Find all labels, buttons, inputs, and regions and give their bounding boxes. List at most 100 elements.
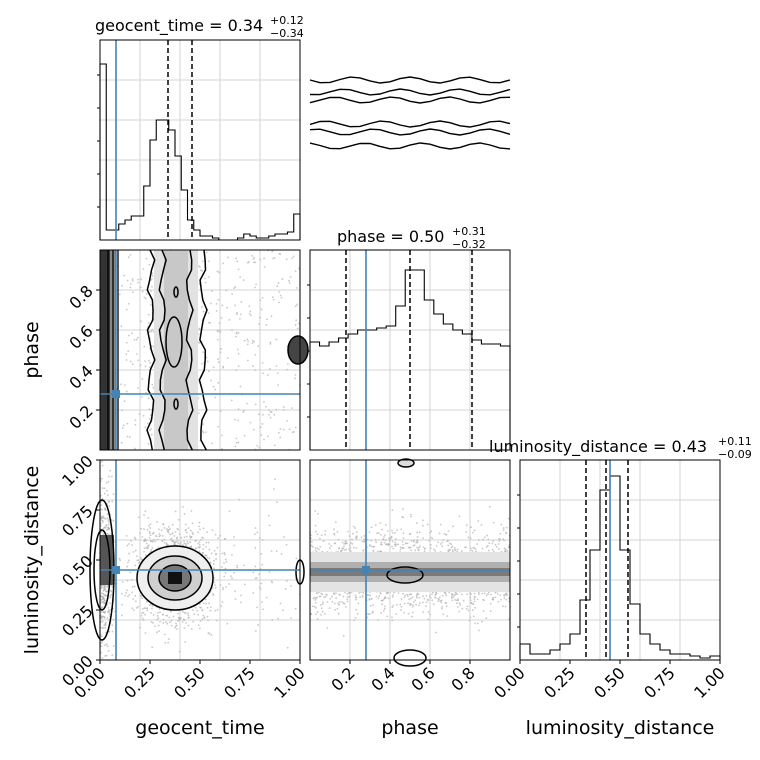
panel-luminosity-distance-vs-phase-point [485, 617, 488, 620]
panel-luminosity-distance-vs-phase-point [410, 593, 413, 596]
panel-phase-vs-geocent-time-point [236, 260, 239, 263]
panel-luminosity-distance-vs-phase-point [474, 596, 477, 598]
panel-phase-vs-geocent-time-point [217, 298, 220, 301]
panel-luminosity-distance-vs-geocent-time-point [187, 614, 190, 617]
panel-luminosity-distance-vs-phase-point [348, 548, 350, 550]
panel-luminosity-distance-vs-phase-point [414, 599, 417, 602]
panel-luminosity-distance-vs-geocent-time-point [185, 531, 188, 534]
panel-phase-vs-geocent-time-point [127, 256, 130, 259]
panel-phase-vs-geocent-time-point [215, 310, 218, 312]
panel-phase-vs-geocent-time-point [267, 435, 269, 438]
panel-luminosity-distance-vs-geocent-time-point [203, 617, 206, 619]
panel-luminosity-distance-vs-geocent-time-point [155, 535, 158, 538]
panel-luminosity-distance-vs-phase-point [494, 596, 497, 599]
panel-phase-vs-geocent-time-point [212, 366, 215, 369]
panel-luminosity-distance-vs-geocent-time-point [136, 555, 138, 558]
panel-phase-vs-geocent-time-point [249, 421, 252, 424]
panel-phase-vs-geocent-time-point [151, 285, 153, 288]
panel-phase-vs-geocent-time-point [132, 291, 134, 294]
panel-luminosity-distance-vs-geocent-time-point [166, 529, 169, 532]
panel-luminosity-distance-vs-phase-point [409, 604, 412, 607]
panel-luminosity-distance-vs-phase-point [459, 603, 462, 606]
panel-luminosity-distance-vs-geocent-time-point [154, 625, 156, 628]
panel-luminosity-distance-vs-geocent-time-point [132, 550, 135, 553]
panel-luminosity-distance-vs-phase-point [368, 613, 371, 615]
panel-phase-vs-geocent-time-point [219, 331, 222, 334]
panel-phase-vs-geocent-time-point [207, 370, 210, 373]
panel-luminosity-distance-vs-geocent-time-point [162, 618, 165, 621]
panel-luminosity-distance-vs-geocent-time-point [267, 514, 270, 517]
panel-luminosity-distance-vs-phase-point [472, 615, 475, 618]
panel-luminosity-distance-vs-geocent-time-point [190, 545, 192, 548]
panel-luminosity-distance-vs-phase-point [392, 604, 395, 607]
panel-luminosity-distance-vs-phase-point [400, 606, 403, 608]
panel-phase-vs-geocent-time-point [292, 255, 295, 258]
panel-luminosity-distance-vs-phase-point [472, 546, 475, 549]
panel-luminosity-distance-vs-geocent-time-point [199, 539, 202, 541]
panel-luminosity-distance-vs-geocent-time-point [129, 571, 132, 574]
panel-phase-vs-geocent-time-point [291, 257, 294, 260]
panel-phase-vs-geocent-time-point [295, 286, 298, 289]
panel-phase-vs-geocent-time-point [134, 419, 137, 422]
panel-luminosity-distance-vs-phase-point [466, 593, 468, 596]
panel-luminosity-distance-vs-phase-point [429, 531, 432, 534]
panel-luminosity-distance-vs-geocent-time-point [105, 654, 108, 657]
panel-phase-vs-geocent-time-point [277, 431, 280, 434]
panel-luminosity-distance-vs-phase-point [450, 595, 453, 598]
panel-phase-vs-geocent-time-point [279, 428, 282, 430]
panel-phase-vs-geocent-time-point [144, 426, 147, 429]
panel-phase-vs-geocent-time-point [150, 278, 153, 281]
panel-phase-vs-geocent-time-point [207, 260, 210, 263]
panel-luminosity-distance-vs-phase-point [445, 594, 448, 597]
panel-luminosity-distance-vs-geocent-time-point [131, 607, 134, 610]
panel-luminosity-distance-vs-geocent-time-point [111, 585, 113, 587]
panel-luminosity-distance-vs-geocent-time-point [222, 588, 225, 591]
panel-luminosity-distance-vs-phase-point [343, 543, 346, 545]
panel-luminosity-distance-vs-geocent-time-point [169, 538, 172, 541]
panel-phase-vs-geocent-time-point [235, 331, 238, 334]
panel-luminosity-distance-vs-geocent-time-point [135, 606, 138, 609]
panel-phase-vs-geocent-time-point [280, 296, 283, 299]
panel-luminosity-distance-vs-geocent-time-point [167, 525, 170, 528]
panel-luminosity-distance-vs-phase-point [374, 538, 377, 541]
panel-luminosity-distance-vs-geocent-time-point [190, 510, 193, 512]
panel-luminosity-distance-vs-geocent-time-point [173, 541, 176, 544]
panel-luminosity-distance-vs-geocent-time-point [175, 622, 177, 625]
panel-luminosity-distance-vs-geocent-time-point [150, 611, 152, 614]
panel-luminosity-distance-vs-geocent-time-point [201, 618, 204, 620]
panel-luminosity-distance-vs-phase-point [416, 535, 419, 538]
panel-luminosity-distance-vs-phase-point [400, 598, 403, 601]
panel-luminosity-distance-vs-geocent-time-point [281, 609, 284, 612]
panel-luminosity-distance-vs-geocent-time-point [107, 480, 110, 483]
panel-luminosity-distance-vs-geocent-time-point [162, 613, 164, 616]
panel-luminosity-distance-vs-phase-point [469, 616, 472, 619]
panel-luminosity-distance-vs-phase-point [342, 634, 345, 637]
panel-phase-vs-geocent-time-point [235, 335, 237, 338]
panel-luminosity-distance-vs-phase-point [337, 602, 340, 605]
panel-luminosity-distance-vs-geocent-time-point [196, 609, 199, 612]
panel-luminosity-distance-vs-geocent-time-point [202, 614, 205, 617]
panel-luminosity-distance-vs-phase-point [355, 598, 357, 601]
panel-luminosity-distance-vs-geocent-time-point [169, 533, 171, 536]
panel-luminosity-distance-vs-phase-point [465, 607, 468, 610]
panel-luminosity-distance-vs-phase-point [402, 543, 405, 546]
panel-luminosity-distance-vs-geocent-time-point [101, 460, 103, 463]
panel-luminosity-distance-vs-geocent-time-point [191, 522, 194, 525]
panel-phase-vs-geocent-time-point [215, 303, 218, 305]
panel-luminosity-distance-vs-phase-point [391, 595, 394, 598]
panel-luminosity-distance-vs-phase-point [409, 513, 412, 516]
panel-luminosity-distance-vs-phase-point [367, 613, 370, 616]
panel-luminosity-distance-vs-geocent-time-point [134, 594, 137, 597]
panel-luminosity-distance-vs-geocent-time-point [107, 523, 110, 526]
panel-luminosity-distance-vs-phase-point [438, 598, 440, 601]
panel-luminosity-distance-vs-geocent-time-density-edge [100, 535, 114, 585]
panel-luminosity-distance-vs-geocent-time-point [233, 590, 236, 593]
panel-luminosity-distance-vs-geocent-time-point [230, 554, 233, 556]
panel-luminosity-distance-vs-phase-point [318, 548, 320, 551]
panel-luminosity-distance-vs-geocent-time-point [146, 607, 149, 610]
panel-luminosity-distance-vs-geocent-time-point [156, 614, 159, 617]
panel-luminosity-distance-vs-phase-point [322, 601, 324, 604]
panel-luminosity-distance-vs-phase-point [507, 517, 510, 520]
panel-luminosity-distance-vs-phase-point [487, 593, 489, 595]
panel-luminosity-distance-vs-phase-point [471, 609, 474, 612]
